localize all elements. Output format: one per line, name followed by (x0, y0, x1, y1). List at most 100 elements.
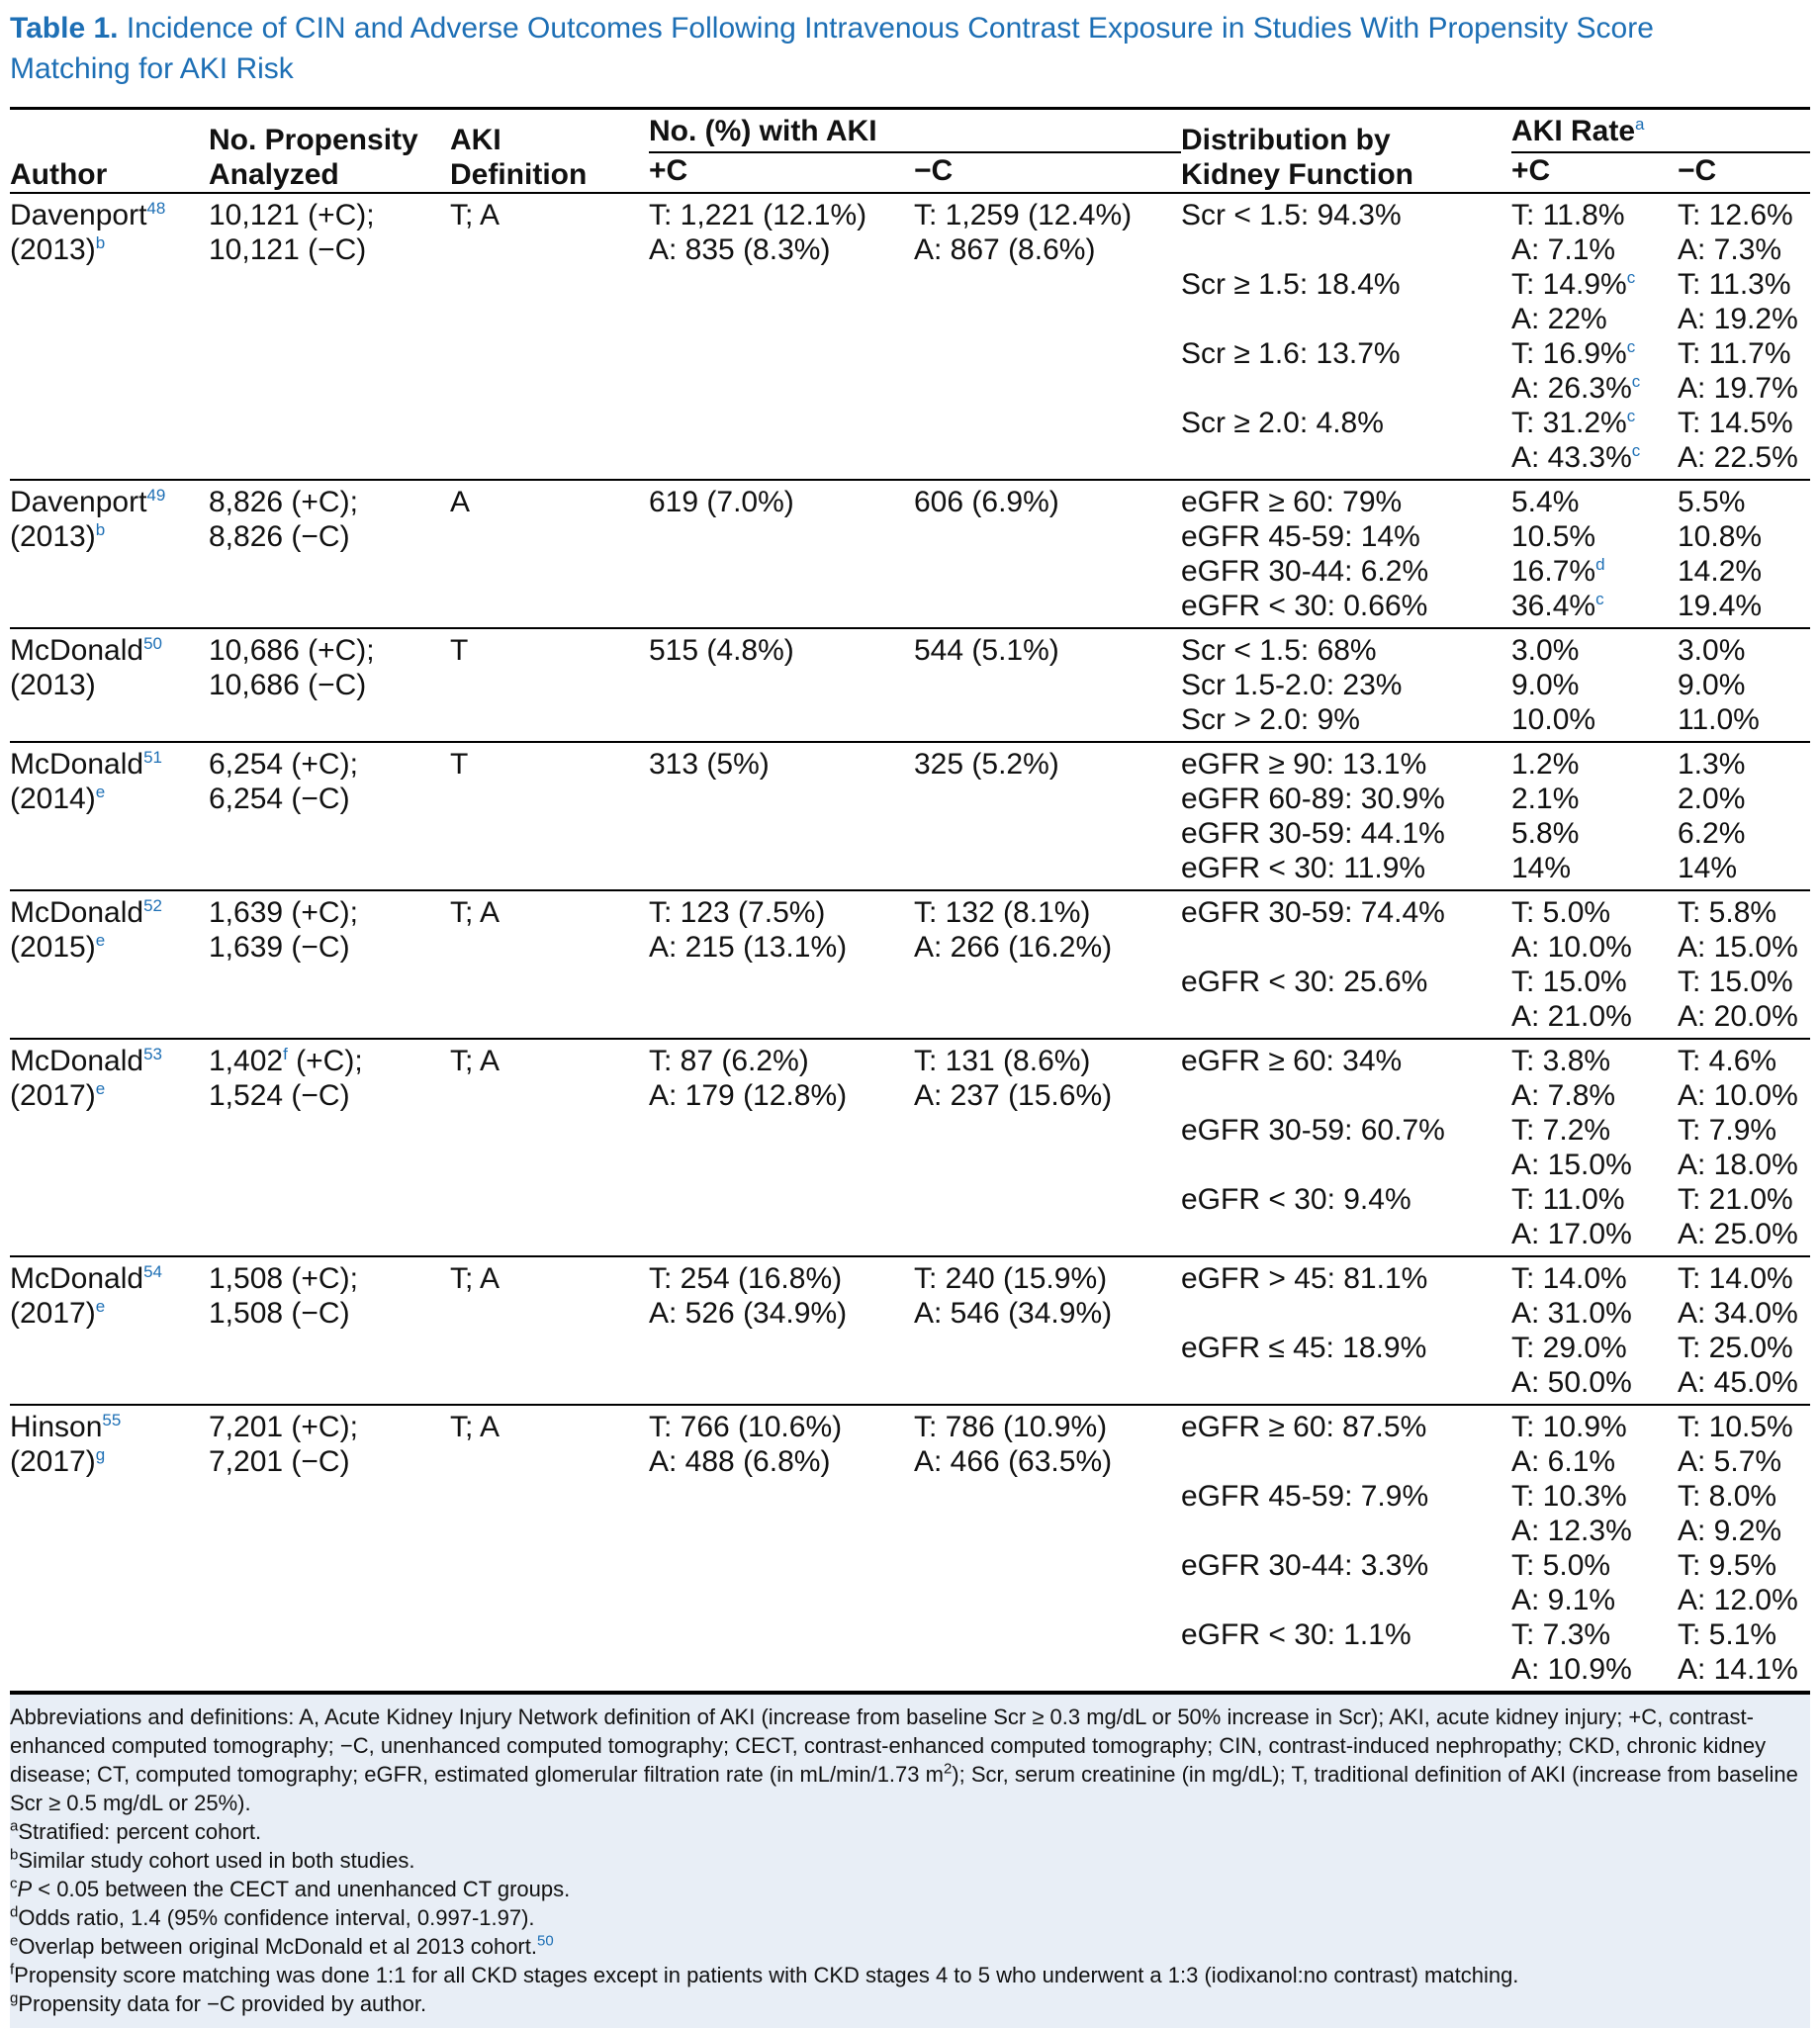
cell-distribution: eGFR < 30: 25.6% (1181, 965, 1511, 999)
cell-aki-definition (450, 1444, 649, 1479)
cell-author-footnote-mark: e (95, 783, 106, 801)
cell-rate-plus-c-text: T: 10.9% (1511, 1411, 1627, 1443)
cell-aki-definition (450, 1583, 649, 1617)
cell-rate-minus-c: A: 34.0% (1678, 1296, 1810, 1331)
cell-rate-plus-c: 3.0% (1511, 628, 1678, 668)
footnote-abbrev-end: ); Scr, serum creatinine (in mg/dL); T, … (10, 1762, 1798, 1815)
table-row: A: 26.3%c A: 19.7% (10, 371, 1810, 406)
cell-with-aki-plus-c (649, 554, 914, 589)
cell-distribution (1181, 1514, 1511, 1548)
cell-with-aki-minus-c (914, 816, 1181, 851)
footnote-e-text: Overlap between original McDonald et al … (18, 1934, 537, 1959)
table-header: Author No. Propensity Analyzed AKI Definit… (10, 108, 1810, 193)
cell-aki-definition (450, 1652, 649, 1692)
cell-rate-minus-c: 2.0% (1678, 782, 1810, 816)
cell-with-aki-minus-c: A: 466 (63.5%) (914, 1444, 1181, 1479)
footnote-a-text: Stratified: percent cohort. (18, 1819, 262, 1844)
header-with-aki: No. (%) with AKI (649, 108, 1181, 153)
cell-aki-definition (450, 999, 649, 1039)
cell-rate-minus-c-text: A: 19.2% (1678, 303, 1798, 335)
cell-propensity: 6,254 (+C); (209, 742, 450, 782)
cell-with-aki-minus-c: 325 (5.2%) (914, 742, 1181, 782)
cell-with-aki-plus-c (649, 668, 914, 702)
table-row: Hinson55 7,201 (+C); T; A T: 766 (10.6%) T: … (10, 1405, 1810, 1444)
cell-author: (2013)b (10, 519, 209, 554)
cell-rate-minus-c: A: 15.0% (1678, 930, 1810, 965)
cell-author (10, 440, 209, 480)
cell-with-aki-minus-c-text: A: 546 (34.9%) (914, 1297, 1113, 1330)
cell-rate-plus-c-footnote-mark: d (1595, 555, 1605, 574)
cell-author-text: (2013) (10, 233, 96, 266)
study-group: McDonald53 1,402f (+C); T; A T: 87 (6.2%) T:… (10, 1039, 1810, 1256)
cell-propensity: 10,121 (+C); (209, 193, 450, 232)
cell-with-aki-plus-c-text: A: 835 (8.3%) (649, 233, 831, 266)
cell-rate-plus-c-text: A: 17.0% (1511, 1218, 1632, 1250)
cell-with-aki-minus-c-text: A: 266 (16.2%) (914, 931, 1113, 964)
cell-propensity-text: 10,686 (−C) (209, 669, 367, 701)
cell-rate-minus-c-text: 2.0% (1678, 783, 1746, 815)
cell-aki-definition (450, 1182, 649, 1217)
cell-with-aki-plus-c (649, 589, 914, 628)
cell-rate-minus-c-text: A: 18.0% (1678, 1149, 1798, 1181)
cell-with-aki-minus-c: A: 266 (16.2%) (914, 930, 1181, 965)
cell-rate-minus-c-text: T: 14.5% (1678, 407, 1793, 439)
cell-rate-minus-c-text: T: 25.0% (1678, 1332, 1793, 1364)
footnote-b-text: Similar study cohort used in both studie… (18, 1848, 415, 1873)
cell-with-aki-minus-c (914, 1514, 1181, 1548)
cell-propensity: 10,686 (+C); (209, 628, 450, 668)
header-aki-def-l2: Definition (450, 158, 588, 191)
cell-distribution-text: eGFR ≥ 60: 87.5% (1181, 1411, 1427, 1443)
cell-with-aki-plus-c-text: T: 123 (7.5%) (649, 896, 826, 929)
cell-with-aki-minus-c: T: 132 (8.1%) (914, 890, 1181, 930)
cell-propensity (209, 851, 450, 890)
cell-with-aki-plus-c (649, 1617, 914, 1652)
cell-distribution-text: eGFR 30-59: 74.4% (1181, 896, 1445, 929)
cell-rate-minus-c-text: T: 15.0% (1678, 966, 1793, 998)
cell-with-aki-plus-c: 619 (7.0%) (649, 480, 914, 519)
cell-rate-minus-c-text: T: 9.5% (1678, 1549, 1777, 1582)
header-rate-plus-c: +C (1511, 154, 1551, 187)
cell-distribution: eGFR 30-59: 44.1% (1181, 816, 1511, 851)
cell-propensity (209, 1113, 450, 1148)
cell-author (10, 1583, 209, 1617)
cell-with-aki-minus-c: 544 (5.1%) (914, 628, 1181, 668)
cell-rate-minus-c: A: 45.0% (1678, 1365, 1810, 1405)
cell-aki-definition (450, 1296, 649, 1331)
cell-rate-plus-c: T: 7.3% (1511, 1617, 1678, 1652)
footnote-c-text: < 0.05 between the CECT and unenhanced C… (32, 1877, 571, 1901)
header-minus-c: −C (914, 154, 954, 187)
cell-with-aki-plus-c (649, 1479, 914, 1514)
cell-rate-plus-c: 36.4%c (1511, 589, 1678, 628)
study-group: Hinson55 7,201 (+C); T; A T: 766 (10.6%) T: … (10, 1405, 1810, 1692)
cell-rate-plus-c: A: 43.3%c (1511, 440, 1678, 480)
cell-distribution-text: Scr < 1.5: 94.3% (1181, 199, 1402, 231)
cell-rate-plus-c-text: 9.0% (1511, 669, 1580, 701)
cell-rate-plus-c-text: A: 21.0% (1511, 1000, 1632, 1033)
table-row: Davenport48 10,121 (+C); T; A T: 1,221 (12.… (10, 193, 1810, 232)
cell-with-aki-plus-c-text: 313 (5%) (649, 748, 770, 781)
cell-propensity: 6,254 (−C) (209, 782, 450, 816)
table-row: McDonald54 1,508 (+C); T; A T: 254 (16.8%) T… (10, 1256, 1810, 1296)
cell-aki-definition-text: T; A (450, 896, 500, 929)
table-row: eGFR 30-44: 3.3% T: 5.0% T: 9.5% (10, 1548, 1810, 1583)
cell-rate-plus-c: T: 31.2%c (1511, 406, 1678, 440)
cell-propensity-text: 1,508 (−C) (209, 1297, 350, 1330)
cell-author (10, 1548, 209, 1583)
cell-distribution-text: eGFR < 30: 0.66% (1181, 590, 1428, 622)
footnote-c-mark: c (10, 1875, 18, 1892)
cell-propensity (209, 1514, 450, 1548)
cell-aki-definition (450, 336, 649, 371)
cell-rate-minus-c-text: A: 9.2% (1678, 1515, 1782, 1547)
cell-author: (2017)g (10, 1444, 209, 1479)
cell-author-text: Davenport (10, 199, 147, 231)
cell-distribution-text: eGFR 45-59: 7.9% (1181, 1480, 1429, 1513)
cell-with-aki-minus-c (914, 519, 1181, 554)
cell-propensity-text: 1,508 (+C); (209, 1262, 358, 1295)
cell-distribution-text: eGFR < 30: 25.6% (1181, 966, 1428, 998)
cell-rate-plus-c: A: 7.8% (1511, 1078, 1678, 1113)
cell-aki-definition (450, 1331, 649, 1365)
cell-rate-plus-c-text: 10.0% (1511, 703, 1596, 736)
cell-rate-plus-c-footnote-mark: c (1626, 407, 1636, 425)
cell-rate-plus-c-text: T: 11.0% (1511, 1183, 1625, 1216)
